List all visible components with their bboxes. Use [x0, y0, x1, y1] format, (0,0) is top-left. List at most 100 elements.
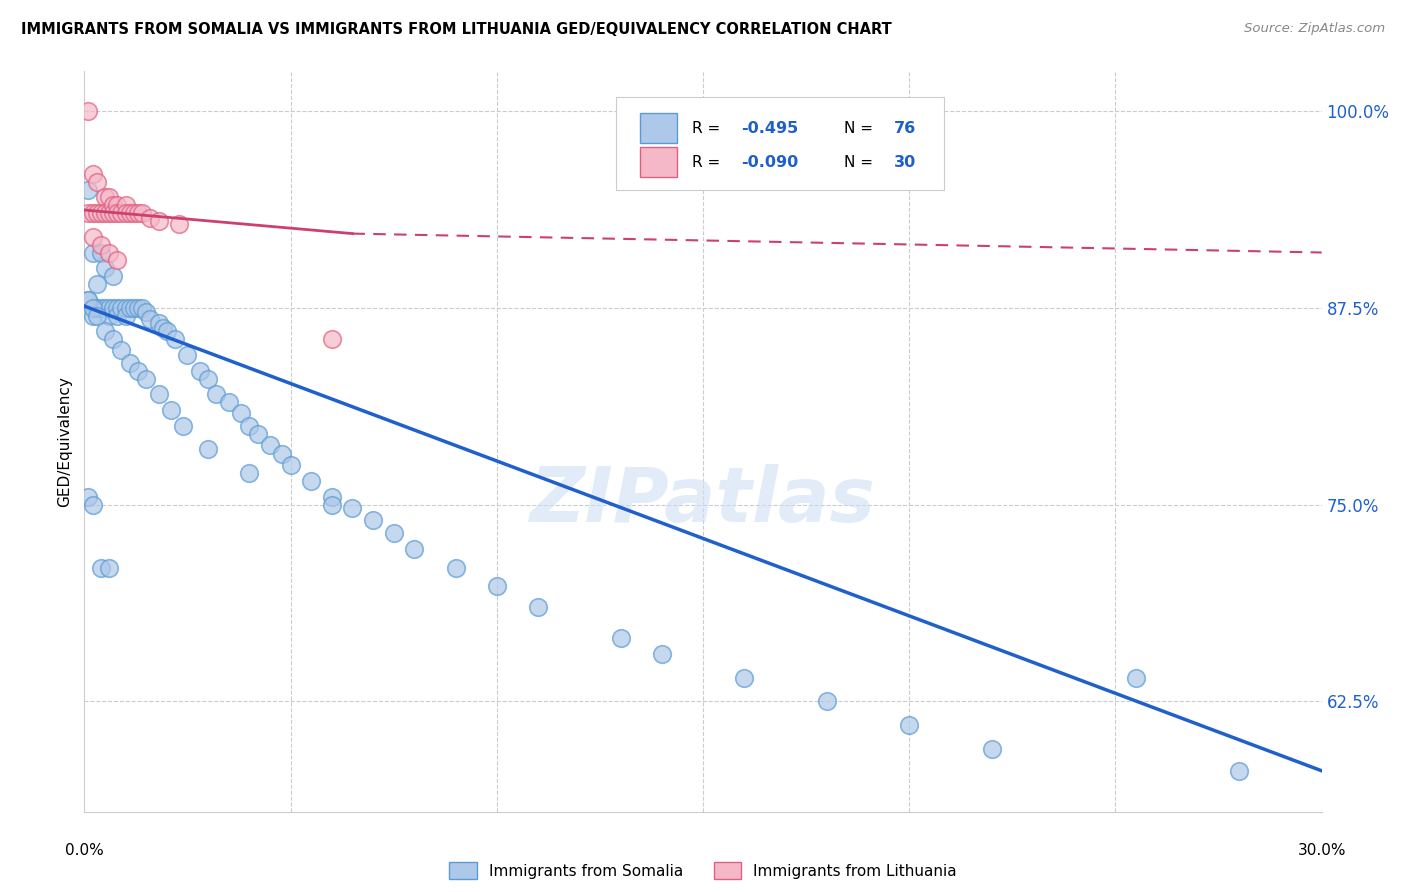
Point — [382, 525, 405, 540]
Point — [246, 426, 269, 441]
Point — [82, 167, 104, 181]
Point — [90, 301, 112, 315]
Point — [444, 560, 467, 574]
Point — [733, 671, 755, 685]
Point — [94, 190, 117, 204]
Point — [77, 293, 100, 307]
Point — [321, 490, 343, 504]
Text: R =: R = — [692, 120, 725, 136]
Text: N =: N = — [844, 155, 877, 169]
Text: -0.495: -0.495 — [741, 120, 799, 136]
Point — [259, 438, 281, 452]
Point — [90, 560, 112, 574]
Point — [94, 206, 117, 220]
Text: 76: 76 — [894, 120, 915, 136]
Point — [139, 311, 162, 326]
Point — [342, 500, 364, 515]
Point — [218, 395, 240, 409]
Point — [105, 309, 128, 323]
Point — [188, 364, 211, 378]
Point — [527, 599, 550, 614]
Point — [77, 182, 100, 196]
Point — [103, 198, 125, 212]
Point — [229, 406, 252, 420]
Point — [86, 206, 108, 220]
Legend: Immigrants from Somalia, Immigrants from Lithuania: Immigrants from Somalia, Immigrants from… — [443, 855, 963, 886]
Point — [238, 466, 260, 480]
Point — [82, 229, 104, 244]
Point — [94, 324, 117, 338]
Point — [94, 301, 117, 315]
Text: 30.0%: 30.0% — [1298, 843, 1346, 858]
Point — [280, 458, 302, 472]
Text: IMMIGRANTS FROM SOMALIA VS IMMIGRANTS FROM LITHUANIA GED/EQUIVALENCY CORRELATION: IMMIGRANTS FROM SOMALIA VS IMMIGRANTS FR… — [21, 22, 891, 37]
Point — [98, 309, 121, 323]
Point — [404, 541, 426, 556]
Point — [86, 309, 108, 323]
Point — [176, 348, 198, 362]
Point — [122, 301, 145, 315]
Point — [82, 206, 104, 220]
Point — [485, 579, 508, 593]
Point — [299, 474, 322, 488]
Point — [271, 447, 294, 461]
Point — [238, 418, 260, 433]
Point — [148, 317, 170, 331]
Point — [98, 206, 121, 220]
Point — [77, 490, 100, 504]
Point — [165, 332, 187, 346]
Point — [321, 498, 343, 512]
Point — [82, 309, 104, 323]
Text: N =: N = — [844, 120, 877, 136]
Point — [135, 371, 157, 385]
Point — [139, 211, 162, 225]
Point — [110, 206, 132, 220]
Point — [197, 442, 219, 457]
Point — [90, 237, 112, 252]
Point — [82, 245, 104, 260]
Point — [105, 253, 128, 268]
Point — [103, 206, 125, 220]
Point — [98, 560, 121, 574]
Point — [131, 301, 153, 315]
Point — [94, 261, 117, 276]
Point — [122, 206, 145, 220]
Point — [105, 301, 128, 315]
Point — [197, 371, 219, 385]
Text: 0.0%: 0.0% — [65, 843, 104, 858]
Point — [98, 301, 121, 315]
Point — [361, 513, 384, 527]
Point — [82, 498, 104, 512]
Text: Source: ZipAtlas.com: Source: ZipAtlas.com — [1244, 22, 1385, 36]
Point — [82, 301, 104, 315]
Point — [77, 293, 100, 307]
Point — [980, 741, 1002, 756]
Point — [135, 305, 157, 319]
Point — [1227, 764, 1250, 778]
Point — [77, 206, 100, 220]
Point — [114, 309, 136, 323]
Point — [77, 103, 100, 118]
Point — [148, 387, 170, 401]
Point — [98, 245, 121, 260]
FancyBboxPatch shape — [640, 147, 678, 178]
Point — [118, 356, 141, 370]
Point — [131, 206, 153, 220]
FancyBboxPatch shape — [616, 97, 945, 190]
Point — [105, 198, 128, 212]
Point — [105, 206, 128, 220]
Point — [103, 332, 125, 346]
Point — [160, 403, 183, 417]
Point — [205, 387, 228, 401]
Point — [114, 198, 136, 212]
Point — [148, 214, 170, 228]
Point — [103, 301, 125, 315]
Point — [127, 364, 149, 378]
Point — [321, 332, 343, 346]
Text: -0.090: -0.090 — [741, 155, 799, 169]
Point — [172, 418, 194, 433]
Point — [90, 206, 112, 220]
Point — [118, 301, 141, 315]
Point — [103, 269, 125, 284]
Point — [898, 718, 921, 732]
